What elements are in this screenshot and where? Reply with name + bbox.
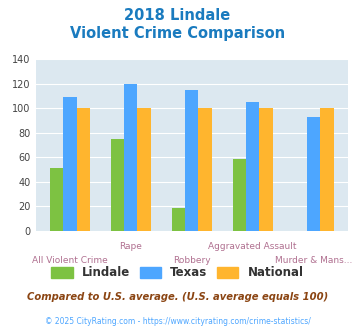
Bar xyxy=(233,159,246,231)
Bar xyxy=(77,109,90,231)
Legend: Lindale, Texas, National: Lindale, Texas, National xyxy=(47,262,308,284)
Bar xyxy=(124,84,137,231)
Text: Compared to U.S. average. (U.S. average equals 100): Compared to U.S. average. (U.S. average … xyxy=(27,292,328,302)
Bar xyxy=(260,109,273,231)
Bar xyxy=(111,139,124,231)
Bar xyxy=(50,169,63,231)
Bar xyxy=(171,208,185,231)
Bar xyxy=(63,97,77,231)
Bar xyxy=(137,109,151,231)
Text: 2018 Lindale: 2018 Lindale xyxy=(124,8,231,23)
Text: Aggravated Assault: Aggravated Assault xyxy=(208,242,297,251)
Text: Rape: Rape xyxy=(119,242,142,251)
Text: Murder & Mans...: Murder & Mans... xyxy=(275,256,352,265)
Bar xyxy=(185,90,198,231)
Text: All Violent Crime: All Violent Crime xyxy=(32,256,108,265)
Text: © 2025 CityRating.com - https://www.cityrating.com/crime-statistics/: © 2025 CityRating.com - https://www.city… xyxy=(45,317,310,326)
Bar xyxy=(307,117,320,231)
Text: Robbery: Robbery xyxy=(173,256,211,265)
Text: Violent Crime Comparison: Violent Crime Comparison xyxy=(70,26,285,41)
Bar xyxy=(320,109,334,231)
Bar xyxy=(198,109,212,231)
Bar xyxy=(246,102,260,231)
